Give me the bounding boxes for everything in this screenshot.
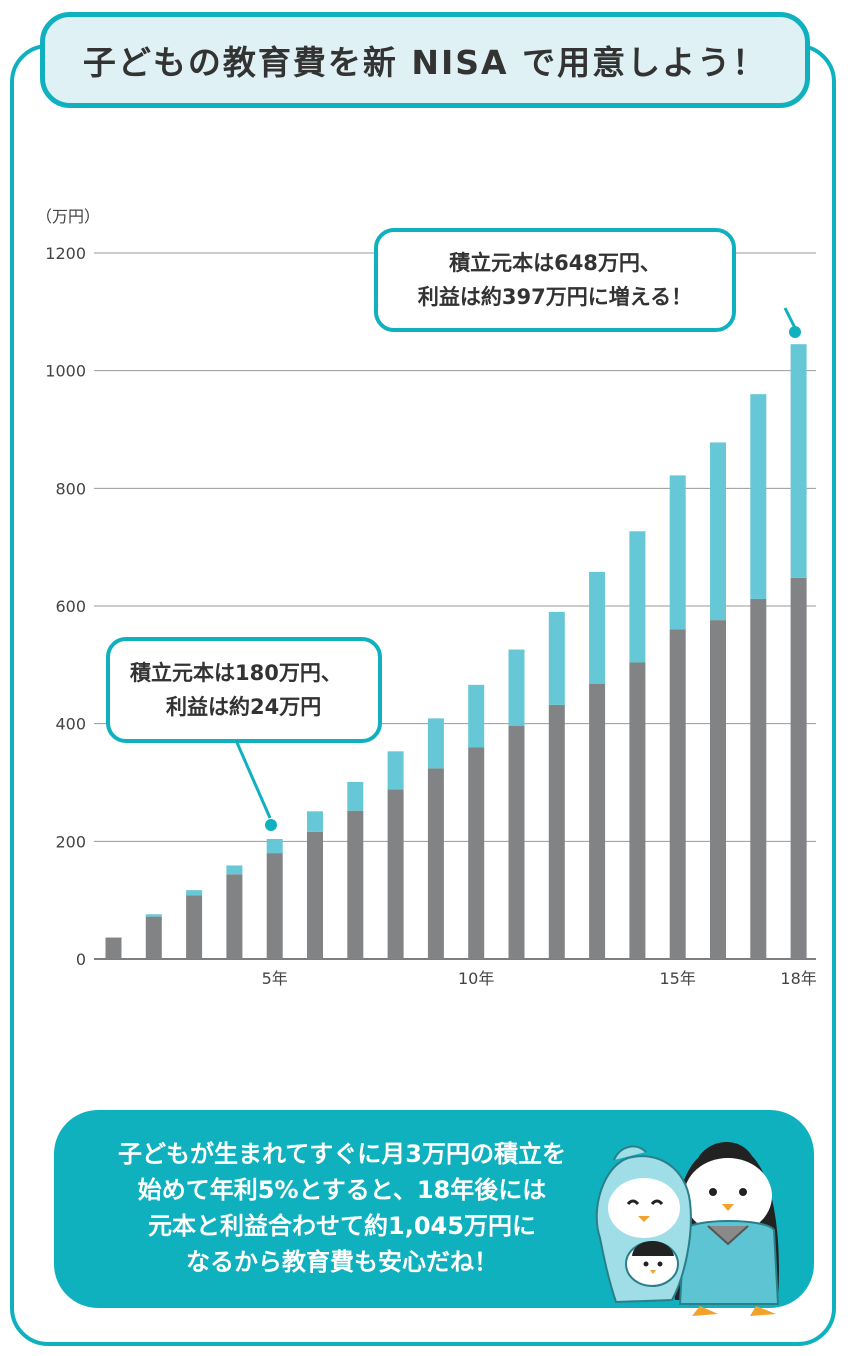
callout-18-dot: [789, 326, 801, 338]
y-tick-label: 1000: [45, 362, 86, 381]
callout-year18-line1: 積立元本は648万円、: [449, 251, 661, 275]
x-tick-label: 15年: [660, 969, 696, 988]
callout-year5: 積立元本は180万円、 利益は約24万円: [106, 637, 382, 743]
title-banner: 子どもの教育費を新 NISA で用意しよう！: [40, 12, 810, 108]
message-line: なるから教育費も安心だね！: [186, 1248, 498, 1276]
bar-principal: [589, 683, 606, 959]
bar-principal: [548, 704, 565, 959]
bar-principal: [427, 768, 444, 959]
bar-profit: [427, 718, 444, 769]
bar-principal: [307, 831, 323, 959]
y-tick-label: 1200: [45, 244, 86, 263]
bar-principal: [629, 662, 646, 959]
bar-principal: [347, 810, 364, 959]
bar-profit: [468, 684, 485, 748]
callout-year18-line2: 利益は約397万円に増える！: [417, 285, 693, 309]
callout-18-pointer: [783, 307, 797, 329]
x-tick-label: 10年: [458, 969, 494, 988]
callout-year5-line1: 積立元本は180万円、: [130, 661, 342, 685]
callout-year18: 積立元本は648万円、 利益は約397万円に増える！: [374, 228, 736, 332]
bar-profit: [186, 890, 203, 896]
stacked-bar-chart: 0 200 400 600 800 1000 1200 5年 10年 15年 18年 （万円）: [36, 207, 817, 988]
bar-principal: [710, 620, 726, 959]
y-tick-label: 600: [55, 597, 86, 616]
x-tick-label: 5年: [262, 969, 288, 988]
penguin-mascots: [595, 1141, 780, 1316]
y-tick-label: 0: [76, 950, 86, 969]
bar-profit: [145, 914, 162, 917]
message-line: 子どもが生まれてすぐに月3万円の積立を: [118, 1140, 566, 1168]
bar-principal: [508, 726, 525, 959]
chart-gridlines: [94, 252, 816, 960]
bar-principal: [468, 747, 485, 959]
y-tick-label: 800: [55, 479, 86, 498]
bar-profit: [750, 394, 767, 599]
bar-profit: [629, 531, 646, 663]
x-axis-labels: 5年 10年 15年 18年: [262, 969, 817, 988]
bar-profit: [347, 781, 364, 811]
bar-profit: [307, 811, 323, 832]
message-line: 始めて年利5%とすると、18年後には: [137, 1176, 547, 1204]
bar-profit: [548, 611, 565, 705]
bar-profit: [508, 649, 525, 727]
bar-principal: [387, 789, 404, 959]
message-line: 元本と利益合わせて約1,045万円に: [148, 1212, 536, 1240]
callout-5-dot: [265, 819, 277, 831]
bar-profit: [266, 838, 283, 854]
bar-principal: [105, 937, 122, 959]
chart-bars: [105, 344, 807, 959]
bar-profit: [105, 937, 122, 938]
bar-principal: [226, 874, 243, 959]
bar-profit: [226, 865, 243, 875]
callout-year5-line2: 利益は約24万円: [166, 695, 322, 719]
bar-principal: [145, 916, 162, 959]
callout-5-pointer: [233, 737, 272, 819]
bar-profit: [790, 344, 807, 578]
bar-principal: [790, 577, 807, 959]
bar-principal: [669, 629, 686, 959]
bar-principal: [186, 895, 203, 959]
message-text: 子どもが生まれてすぐに月3万円の積立を 始めて年利5%とすると、18年後には 元…: [72, 1136, 612, 1280]
y-axis-unit: （万円）: [36, 207, 100, 226]
page-title: 子どもの教育費を新 NISA で用意しよう！: [82, 43, 768, 82]
y-axis-labels: 0 200 400 600 800 1000 1200: [45, 244, 86, 969]
bar-profit: [387, 751, 404, 790]
bar-principal: [266, 853, 283, 959]
x-tick-label: 18年: [780, 969, 816, 988]
bar-profit: [589, 571, 606, 684]
bar-profit: [669, 475, 686, 630]
bar-profit: [710, 442, 726, 621]
bar-principal: [750, 598, 767, 959]
penguin-baby-icon: [625, 1241, 679, 1287]
y-tick-label: 400: [55, 715, 86, 734]
penguin-parent-icon: [672, 1141, 780, 1316]
y-tick-label: 200: [55, 832, 86, 851]
